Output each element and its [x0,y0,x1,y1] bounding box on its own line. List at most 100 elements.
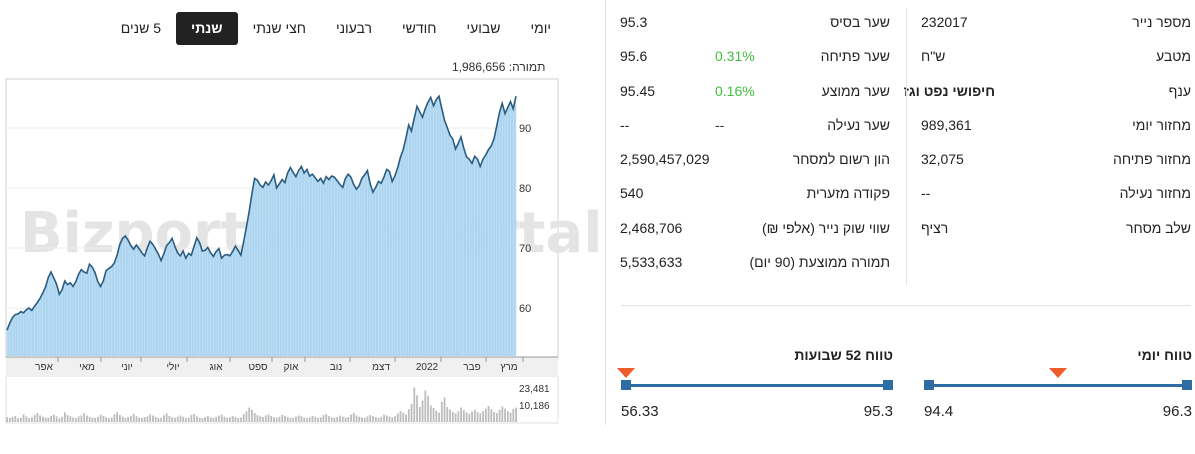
volume-bar [91,417,94,422]
x-axis-band [6,357,558,375]
volume-bar [182,416,185,422]
volume-bar [138,417,141,422]
info_left-value: 5,533,633 [620,254,683,271]
daily-range: טווח יומי 94.4 96.3 [924,340,1192,425]
volume-bar [176,416,179,422]
volume-bar [369,415,372,422]
tab-5[interactable]: שנתי [176,12,238,45]
volume-bar [506,411,509,422]
x-tick-label: מרץ [500,362,517,373]
volume-bar [85,415,88,422]
tab-4[interactable]: חצי שנתי [252,20,306,36]
volume-bar [6,417,8,422]
volume-bar [512,408,515,422]
volume-bar [69,416,72,422]
volume-tick-label: 10,186 [519,401,550,412]
tab-3[interactable]: רבעוני [335,20,372,36]
volume-bar [36,413,39,422]
volume-bar [295,416,297,422]
week52-range-high: 95.3 [863,403,893,420]
volume-bar [74,418,77,422]
volume-bar [66,415,69,422]
volume-bar [83,413,86,422]
volume-bar [319,417,322,422]
volume-bar [460,407,462,422]
x-tick-label: יוני [121,362,133,373]
week52-range-marker-icon [617,368,635,378]
x-tick-label: אוק [284,362,299,373]
volume-bar [196,416,198,422]
volume-bar [179,415,182,422]
volume-bar [443,397,446,422]
info_left-change: -- [715,116,725,133]
info_right-row: ענף חיפושי נפט וגז [904,75,1195,109]
y-tick-label: 90 [519,123,531,135]
volume-bar [96,416,99,422]
volume-bar [28,418,31,422]
volume-bar [165,413,168,422]
volume-bar [396,413,399,422]
volume-bar [383,414,385,422]
tab-6[interactable]: 5 שנים [120,20,161,36]
info_left-value: 95.3 [620,14,648,30]
info-column-left: שער בסיס 95.3 שער פתיחה 95.6 0.31% שער ממוצע 9… [605,6,890,280]
volume-bar [471,411,473,422]
y-tick-label: 60 [519,303,531,315]
tab-2[interactable]: חודשי [401,20,437,36]
info_left-value: 95.6 [620,48,648,65]
security-info-panel: מספר נייר 232017 מטבע ש"ח ענף חיפושי נפט וגז מ… [605,0,1195,425]
volume-bar [22,414,25,422]
volume-bar [52,414,55,422]
volume-bar [402,412,405,422]
week52-range-bar [621,384,893,387]
volume-bar [14,415,17,422]
tab-0[interactable]: יומי [530,20,551,36]
volume-bar [484,408,487,422]
volume-bar [504,408,506,422]
volume-bar [330,417,333,422]
daily-range-cap-low [924,380,934,390]
volume-bar [33,414,36,422]
volume-bar [237,418,240,422]
volume-bar [215,416,218,422]
volume-bar [355,415,358,422]
volume-bar [275,417,278,422]
info_left-value: 95.45 [620,82,656,99]
info_right-value: 32,075 [921,151,964,168]
info_right-value: 989,361 [921,116,972,133]
x-tick-label: אוג [209,362,223,373]
daily-range-bar [924,384,1192,387]
volume-bar [479,413,482,422]
info_left-row: תמורה ממוצעת (90 יום) 5,533,633 [605,246,890,280]
volume-bar [410,403,413,422]
volume-bar [363,417,366,422]
volume-bar [108,418,110,422]
volume-bar [127,417,130,422]
daily-range-low: 94.4 [924,403,954,420]
volume-bar [245,411,248,422]
volume-bar [259,416,262,422]
volume-bar [119,414,121,422]
volume-bar [44,417,47,422]
info_left-row: שער פתיחה 95.6 0.31% [605,40,890,74]
info_right-row: מטבע ש"ח [905,40,1195,74]
info_left-row: הון רשום למסחר 2,590,457,029 [605,143,890,177]
volume-bar [407,409,410,422]
volume-bar [418,407,421,422]
volume-bar [366,416,369,422]
info_left-label: הון רשום למסחר [792,151,890,168]
volume-bar [63,412,66,422]
volume-bar [308,417,311,422]
volume-bar [336,416,339,422]
volume-bar [8,417,11,422]
volume-bar [130,415,132,422]
price-chart: BizportalBizportal60708090אפרמאייונייולי… [5,78,600,424]
volume-bar [429,405,432,422]
volume-bar [341,416,344,422]
tab-1[interactable]: שבועי [466,20,501,36]
volume-bar [297,415,300,422]
volume-bar [286,416,289,422]
volume-bar [209,417,212,422]
x-tick-label: פבר [463,362,480,373]
info_left-label: שער פתיחה [820,48,890,65]
